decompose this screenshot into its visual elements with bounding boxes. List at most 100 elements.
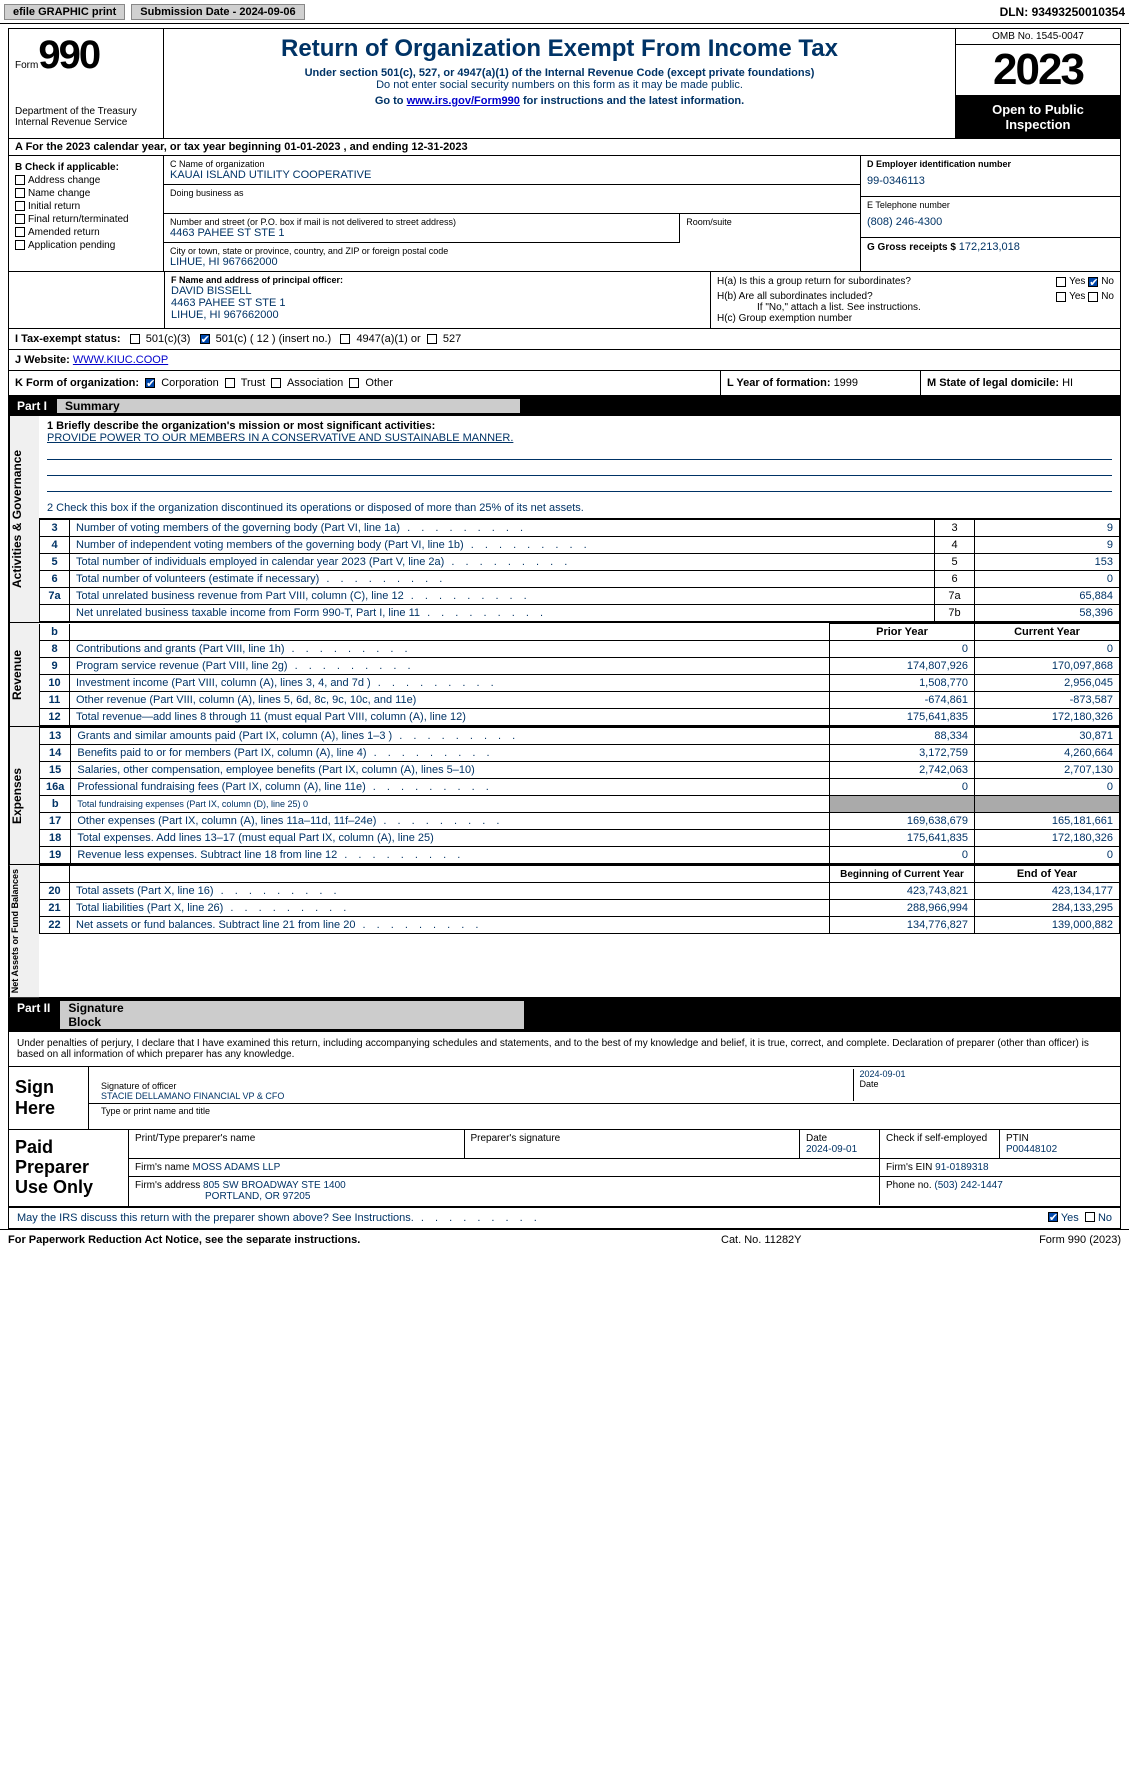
dba-label: Doing business as [170,188,854,198]
org-name: KAUAI ISLAND UTILITY COOPERATIVE [170,169,854,181]
dln: DLN: 93493250010354 [1000,5,1125,19]
form-990: Form990 Department of the Treasury Inter… [8,28,1121,1229]
section-b-to-g: B Check if applicable: Address change Na… [9,156,1120,272]
officer-sig-name: STACIE DELLAMANO FINANCIAL VP & CFO [101,1091,284,1101]
prep-name-label: Print/Type preparer's name [129,1130,465,1158]
checkbox[interactable] [15,214,25,224]
page-footer: For Paperwork Reduction Act Notice, see … [0,1229,1129,1250]
top-toolbar: efile GRAPHIC print Submission Date - 20… [0,0,1129,24]
officer-name: DAVID BISSELL [171,285,704,297]
checkbox[interactable] [1056,277,1066,287]
may-discuss: May the IRS discuss this return with the… [9,1207,1120,1228]
checkbox[interactable] [225,378,235,388]
form-ref: Form 990 (2023) [921,1234,1121,1246]
phone-value: (808) 246-4300 [867,210,1114,234]
checkbox[interactable] [130,334,140,344]
hb-label: H(b) Are all subordinates included? [717,291,1056,302]
header-right: OMB No. 1545-0047 2023 Open to Public In… [955,29,1120,138]
officer-addr2: LIHUE, HI 967662000 [171,309,704,321]
header-center: Return of Organization Exempt From Incom… [164,29,955,138]
net-assets-table: Beginning of Current YearEnd of Year 20T… [39,865,1120,934]
officer-addr1: 4463 PAHEE ST STE 1 [171,297,704,309]
sign-here: Sign Here Signature of officer STACIE DE… [9,1066,1120,1130]
sign-date: 2024-09-01 [860,1069,906,1079]
irs-link[interactable]: www.irs.gov/Form990 [407,95,520,107]
checkbox[interactable] [15,227,25,237]
checkbox[interactable] [1088,292,1098,302]
checkbox[interactable] [1056,292,1066,302]
tax-year: 2023 [956,45,1120,96]
prep-sig-label: Preparer's signature [465,1130,801,1158]
hb-note: If "No," attach a list. See instructions… [717,302,1114,313]
form-note: Do not enter social security numbers on … [172,79,947,91]
header-left: Form990 Department of the Treasury Inter… [9,29,164,138]
website-link[interactable]: WWW.KIUC.COOP [73,354,168,366]
dept-label: Department of the Treasury Internal Reve… [15,106,157,128]
checkbox[interactable] [15,175,25,185]
form-header: Form990 Department of the Treasury Inter… [9,29,1120,139]
net-assets-section: Net Assets or Fund Balances Beginning of… [9,865,1120,998]
city-value: LIHUE, HI 967662000 [170,256,854,268]
side-na: Net Assets or Fund Balances [9,865,39,997]
ein-value: 99-0346113 [867,169,1114,193]
checkbox[interactable] [271,378,281,388]
form-title: Return of Organization Exempt From Incom… [172,35,947,63]
line1-label: 1 Briefly describe the organization's mi… [47,420,435,432]
row-k: K Form of organization: Corporation Trus… [9,371,1120,396]
revenue-section: Revenue bPrior YearCurrent Year 8Contrib… [9,623,1120,727]
officer-label: F Name and address of principal officer: [171,275,343,285]
checkbox[interactable] [1085,1212,1095,1222]
paperwork-notice: For Paperwork Reduction Act Notice, see … [8,1234,721,1246]
line2: 2 Check this box if the organization dis… [39,498,1120,519]
checkbox-checked[interactable] [1088,277,1098,287]
section-f-h: F Name and address of principal officer:… [9,272,1120,328]
checkbox[interactable] [15,240,25,250]
row-j: J Website: WWW.KIUC.COOP [9,350,1120,371]
col-d-e-g: D Employer identification number 99-0346… [860,156,1120,271]
checkbox[interactable] [15,201,25,211]
expenses-section: Expenses 13Grants and similar amounts pa… [9,727,1120,865]
ha-label: H(a) Is this a group return for subordin… [717,276,1056,287]
side-exp: Expenses [9,727,39,864]
part2-header: Part II Signature Block [9,998,1120,1032]
row-a: A For the 2023 calendar year, or tax yea… [9,139,1120,156]
checkbox[interactable] [15,188,25,198]
checkbox-checked[interactable] [1048,1212,1058,1222]
checkbox[interactable] [349,378,359,388]
perjury-text: Under penalties of perjury, I declare th… [9,1032,1120,1066]
checkbox[interactable] [340,334,350,344]
street-label: Number and street (or P.O. box if mail i… [170,217,673,227]
checkbox[interactable] [427,334,437,344]
org-name-label: C Name of organization [170,159,854,169]
gross-value: 172,213,018 [959,241,1020,253]
side-ag: Activities & Governance [9,416,39,622]
paid-preparer: Paid Preparer Use Only Print/Type prepar… [9,1130,1120,1206]
submission-date: Submission Date - 2024-09-06 [131,4,304,20]
checkbox-checked[interactable] [145,378,155,388]
room-label: Room/suite [686,217,854,227]
self-emp-check: Check if self-employed [880,1130,1000,1158]
mission-text: PROVIDE POWER TO OUR MEMBERS IN A CONSER… [47,432,513,444]
side-rev: Revenue [9,623,39,726]
col-c: C Name of organization KAUAI ISLAND UTIL… [164,156,860,271]
cat-no: Cat. No. 11282Y [721,1234,921,1246]
preparer-label: Paid Preparer Use Only [9,1130,129,1205]
sig-officer-label: Signature of officer [101,1081,176,1091]
city-label: City or town, state or province, country… [170,246,854,256]
type-name-label: Type or print name and title [95,1106,216,1116]
hc-label: H(c) Group exemption number [717,313,1114,324]
checkbox-checked[interactable] [200,334,210,344]
form-subtitle: Under section 501(c), 527, or 4947(a)(1)… [172,67,947,79]
efile-button[interactable]: efile GRAPHIC print [4,4,125,20]
revenue-table: bPrior YearCurrent Year 8Contributions a… [39,623,1120,726]
street-value: 4463 PAHEE ST STE 1 [170,227,673,239]
ein-label: D Employer identification number [867,159,1011,169]
gross-label: G Gross receipts $ [867,242,959,253]
col-b: B Check if applicable: Address change Na… [9,156,164,271]
part1-header: Part I Summary [9,396,1120,416]
activities-governance: Activities & Governance 1 Briefly descri… [9,416,1120,623]
phone-label: E Telephone number [867,200,1114,210]
expenses-table: 13Grants and similar amounts paid (Part … [39,727,1120,864]
sign-here-label: Sign Here [9,1067,89,1129]
open-inspection: Open to Public Inspection [956,96,1120,138]
